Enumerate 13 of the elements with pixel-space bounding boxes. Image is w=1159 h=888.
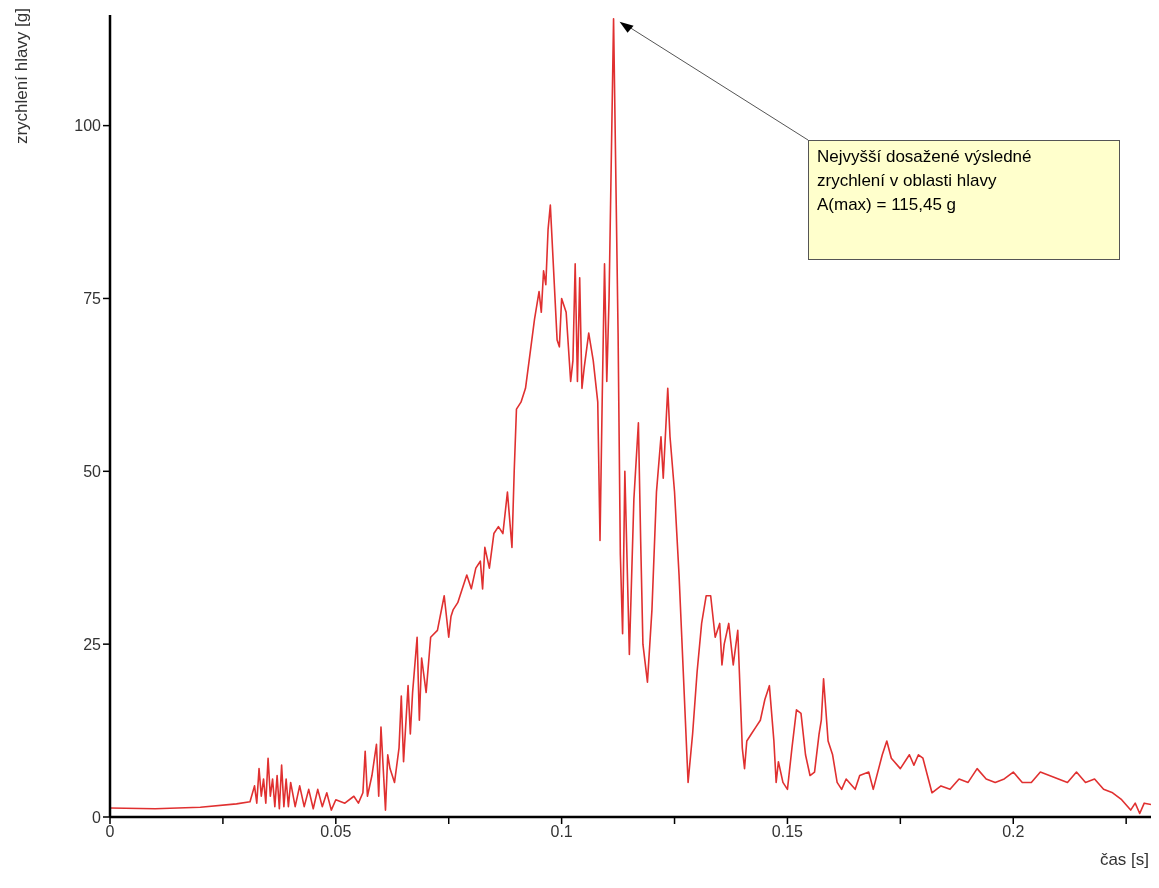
x-tick-label: 0.05 (320, 823, 352, 841)
y-tick-label: 100 (74, 117, 102, 135)
x-tick-label: 0.2 (1002, 823, 1025, 841)
callout-box: Nejvyšší dosažené výsledné zrychlení v oblasti hlavy A(max) = 115,45 g (808, 140, 1120, 260)
x-tick-label: 0.1 (550, 823, 573, 841)
x-axis-title: čas [s] (1099, 850, 1149, 870)
x-tick-label: 0 (105, 823, 115, 841)
y-axis-title: zrychlení hlavy [g] (12, 8, 32, 145)
y-tick-label: 75 (83, 290, 102, 308)
y-tick-label: 50 (83, 462, 102, 480)
y-tick-label: 0 (92, 808, 102, 826)
y-tick-label: 25 (83, 635, 102, 653)
x-tick-label: 0.15 (771, 823, 804, 841)
